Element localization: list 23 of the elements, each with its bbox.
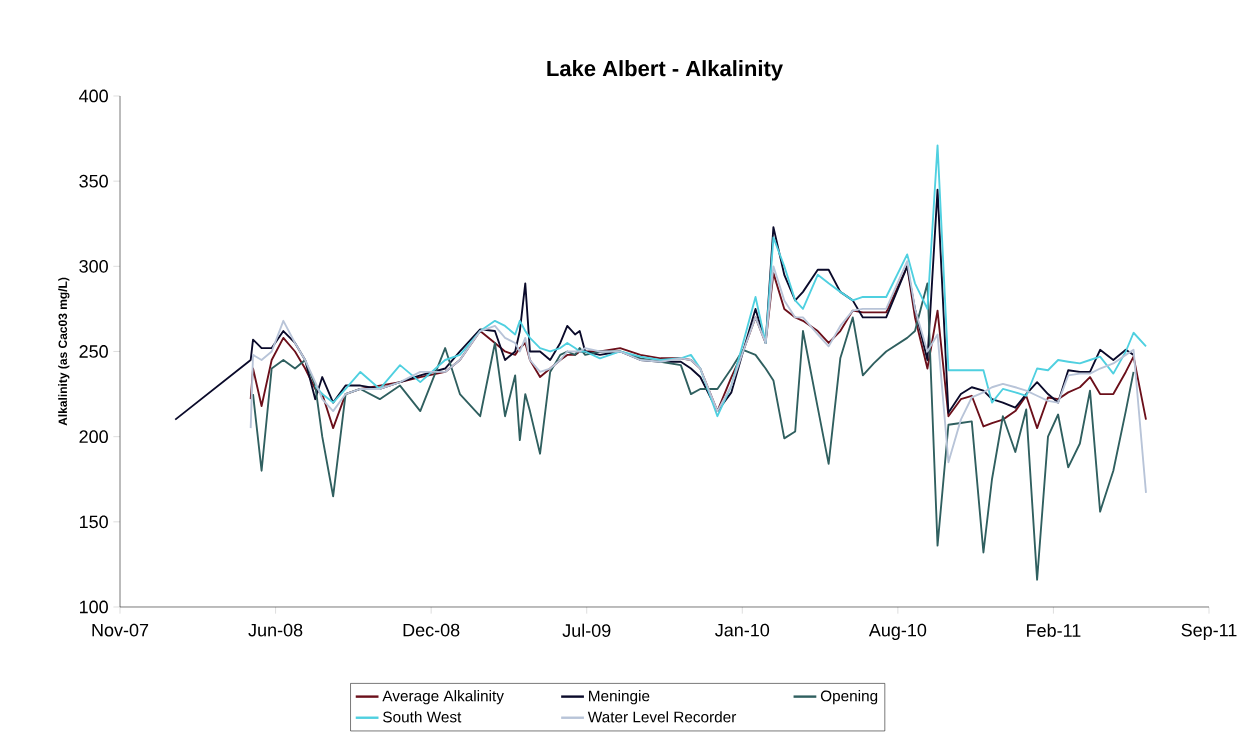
x-tick-label: Sep-11	[1181, 623, 1237, 641]
y-axis-title: Alkalinity (as Cac03 mg/L)	[58, 277, 70, 426]
x-tick-label: Jun-08	[248, 623, 303, 637]
x-tick-label: Jan-10	[715, 623, 770, 637]
y-tick-label: 200	[79, 430, 108, 444]
x-tick-label: Nov-07	[92, 623, 149, 637]
x-tick-label: Jul-09	[562, 623, 611, 637]
y-tick-label: 150	[80, 515, 108, 529]
y-tick-label: 250	[79, 345, 108, 358]
legend-label: South West	[383, 711, 462, 723]
line-series	[252, 282, 1135, 581]
chart-title: Lake Albert - Alkalinity	[547, 60, 783, 81]
y-tick-label: 350	[79, 174, 108, 188]
legend-label: Opening	[820, 690, 878, 705]
y-tick-label: 400	[79, 89, 108, 103]
legend-label: Water Level Recorder	[587, 711, 737, 723]
legend-label: Average Alkalinity	[382, 690, 504, 705]
x-tick-label: Aug-10	[868, 623, 927, 641]
x-tick-label: Dec-08	[403, 623, 460, 637]
x-tick-label: Feb-11	[1027, 623, 1081, 637]
y-tick-label: 100	[80, 600, 108, 614]
y-tick-label: 300	[79, 259, 108, 273]
legend-label: Meningie	[589, 690, 650, 705]
